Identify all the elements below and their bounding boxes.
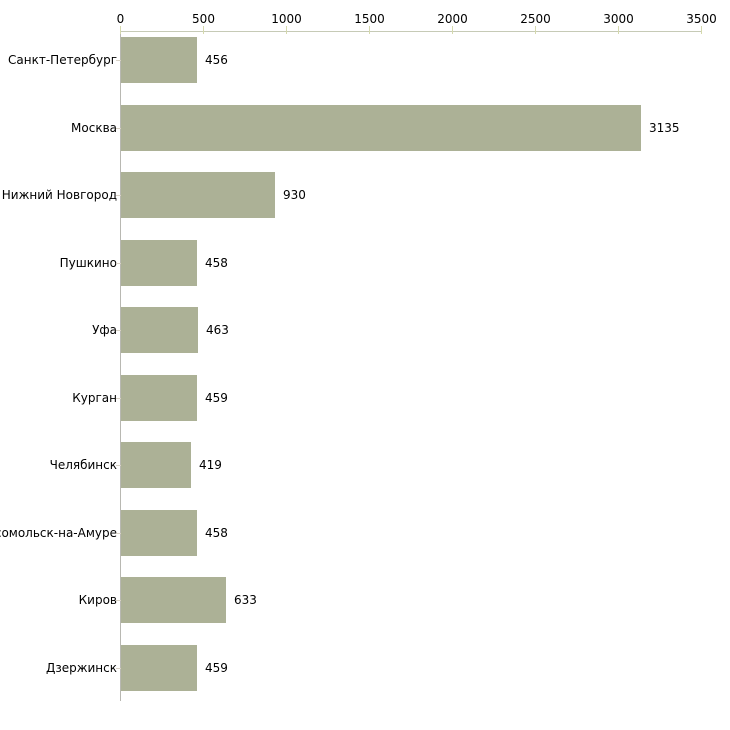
category-label: Дзержинск	[45, 661, 117, 675]
category-label: Нижний Новгород	[1, 188, 117, 202]
x-tick-mark	[286, 26, 287, 34]
category-tick-mark	[116, 533, 121, 534]
value-label: 930	[283, 188, 306, 202]
x-tick-label: 3500	[686, 12, 717, 26]
category-label: Уфа	[92, 323, 117, 337]
category-label: Киров	[78, 593, 117, 607]
x-tick-mark	[618, 26, 619, 34]
x-tick-label: 2500	[520, 12, 551, 26]
category-tick-mark	[116, 398, 121, 399]
category-tick-mark	[116, 465, 121, 466]
x-tick-mark	[452, 26, 453, 34]
bar	[121, 307, 198, 353]
category-tick-mark	[116, 128, 121, 129]
x-tick-mark	[535, 26, 536, 34]
bar	[121, 37, 197, 83]
x-tick-label: 2000	[437, 12, 468, 26]
x-tick-mark	[701, 26, 702, 34]
category-label: Москва	[71, 121, 117, 135]
category-label: Пушкино	[59, 256, 117, 270]
value-label: 459	[205, 391, 228, 405]
value-label: 456	[205, 53, 228, 67]
value-label: 3135	[649, 121, 680, 135]
bar	[121, 577, 226, 623]
x-tick-label: 0	[116, 12, 125, 26]
bar	[121, 172, 275, 218]
x-tick-label: 3000	[603, 12, 634, 26]
y-axis-line	[120, 31, 121, 701]
category-label: Комсомольск-на-Амуре	[0, 526, 117, 540]
bar	[121, 105, 641, 151]
x-tick-label: 1000	[271, 12, 302, 26]
bar	[121, 442, 191, 488]
x-tick-label: 500	[192, 12, 215, 26]
x-axis-line	[120, 31, 702, 32]
category-label: Санкт-Петербург	[8, 53, 117, 67]
value-label: 458	[205, 256, 228, 270]
x-tick-mark	[203, 26, 204, 34]
x-tick-mark	[120, 26, 121, 34]
value-label: 463	[206, 323, 229, 337]
category-tick-mark	[116, 263, 121, 264]
value-label: 459	[205, 661, 228, 675]
category-label: Курган	[72, 391, 117, 405]
value-label: 633	[234, 593, 257, 607]
category-tick-mark	[116, 600, 121, 601]
bar	[121, 240, 197, 286]
value-label: 419	[199, 458, 222, 472]
x-tick-mark	[369, 26, 370, 34]
bar	[121, 375, 197, 421]
bar	[121, 510, 197, 556]
value-label: 458	[205, 526, 228, 540]
category-tick-mark	[116, 195, 121, 196]
bar	[121, 645, 197, 691]
category-tick-mark	[116, 668, 121, 669]
category-label: Челябинск	[49, 458, 117, 472]
category-tick-mark	[116, 330, 121, 331]
category-tick-mark	[116, 60, 121, 61]
x-tick-label: 1500	[354, 12, 385, 26]
